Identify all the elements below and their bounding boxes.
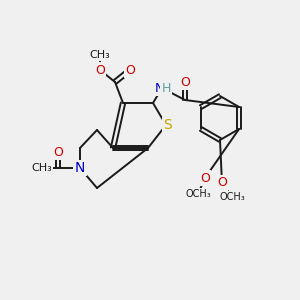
Text: OCH₃: OCH₃ <box>185 189 211 199</box>
Text: CH₃: CH₃ <box>32 163 52 173</box>
Text: N: N <box>75 161 85 175</box>
Text: O: O <box>53 146 63 158</box>
Text: O: O <box>125 64 135 76</box>
Text: H: H <box>161 82 171 94</box>
Text: O: O <box>200 172 210 184</box>
Text: OCH₃: OCH₃ <box>219 192 245 202</box>
Text: O: O <box>95 64 105 76</box>
Text: O: O <box>217 176 227 190</box>
Text: CH₃: CH₃ <box>90 50 110 60</box>
Text: S: S <box>164 118 172 132</box>
Text: N: N <box>154 82 164 94</box>
Text: O: O <box>180 76 190 88</box>
